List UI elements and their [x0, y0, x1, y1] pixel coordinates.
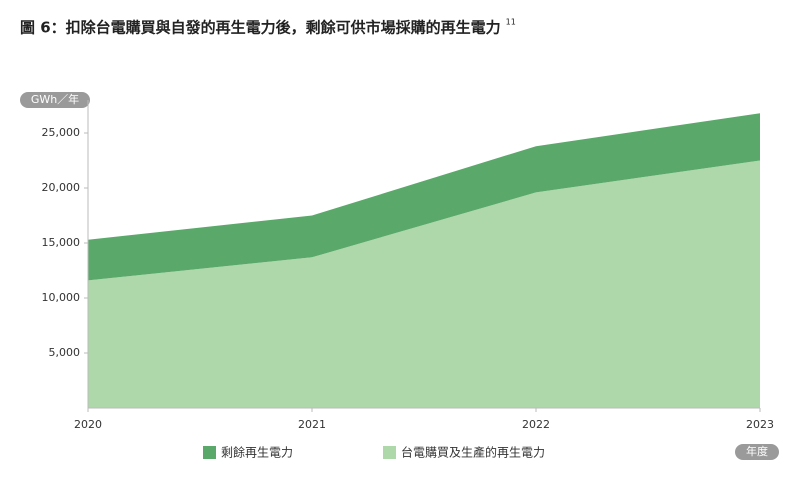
y-tick-label: 5,000: [49, 346, 81, 359]
title-note: 11: [506, 18, 516, 27]
area: [88, 160, 760, 408]
y-tick-label: 15,000: [42, 236, 81, 249]
area: [88, 113, 760, 281]
y-tick-label: 20,000: [42, 181, 81, 194]
legend-label: 台電購買及生產的再生電力: [401, 445, 545, 460]
x-tick-label: 2020: [74, 418, 102, 431]
y-tick-label: 10,000: [42, 291, 81, 304]
x-tick-label: 2021: [298, 418, 326, 431]
chart-title: 圖 6：扣除台電購買與自發的再生電力後，剩餘可供市場採購的再生電力: [20, 19, 501, 37]
legend-swatch: [203, 446, 216, 459]
legend-swatch: [383, 446, 396, 459]
x-tick-label: 2023: [746, 418, 774, 431]
x-label-badge: [735, 444, 779, 460]
y-tick-label: 25,000: [42, 126, 81, 139]
y-axis-label: GWh／年: [31, 92, 79, 106]
x-axis-label: 年度: [746, 444, 768, 458]
legend-label: 剩餘再生電力: [221, 445, 293, 460]
y-label-badge: [20, 92, 90, 108]
x-tick-label: 2022: [522, 418, 550, 431]
